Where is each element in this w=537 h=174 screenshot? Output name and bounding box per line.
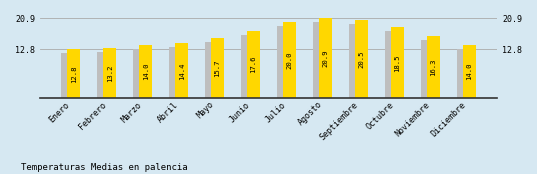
Bar (241, 35, 247, 98)
Text: 12.8: 12.8 (70, 65, 77, 83)
Bar (205, 42, 211, 98)
Bar (61, 53, 67, 98)
Bar (427, 36, 440, 98)
Bar (211, 38, 224, 98)
Bar (420, 40, 427, 98)
Text: Temperaturas Medias en palencia: Temperaturas Medias en palencia (21, 163, 188, 172)
Bar (277, 26, 283, 98)
Bar (103, 48, 117, 98)
Bar (463, 45, 476, 98)
Text: 20.0: 20.0 (287, 51, 293, 69)
Text: 20.9: 20.9 (323, 50, 329, 67)
Bar (97, 52, 103, 98)
Bar (133, 49, 139, 98)
Text: 15.7: 15.7 (215, 60, 221, 77)
Bar (355, 20, 368, 98)
Bar (139, 45, 153, 98)
Bar (282, 22, 296, 98)
Bar (175, 43, 188, 98)
Text: 14.0: 14.0 (467, 63, 473, 80)
Bar (391, 27, 404, 98)
Text: 13.2: 13.2 (107, 64, 113, 82)
Text: 18.5: 18.5 (395, 54, 401, 72)
Bar (67, 49, 81, 98)
Text: 14.0: 14.0 (143, 63, 149, 80)
Bar (313, 22, 319, 98)
Bar (349, 24, 355, 98)
Text: 20.5: 20.5 (359, 50, 365, 68)
Bar (384, 31, 391, 98)
Text: 17.6: 17.6 (251, 56, 257, 73)
Bar (246, 31, 260, 98)
Text: 16.3: 16.3 (431, 58, 437, 76)
Bar (169, 47, 175, 98)
Bar (318, 18, 332, 98)
Bar (456, 49, 463, 98)
Text: 14.4: 14.4 (179, 62, 185, 80)
